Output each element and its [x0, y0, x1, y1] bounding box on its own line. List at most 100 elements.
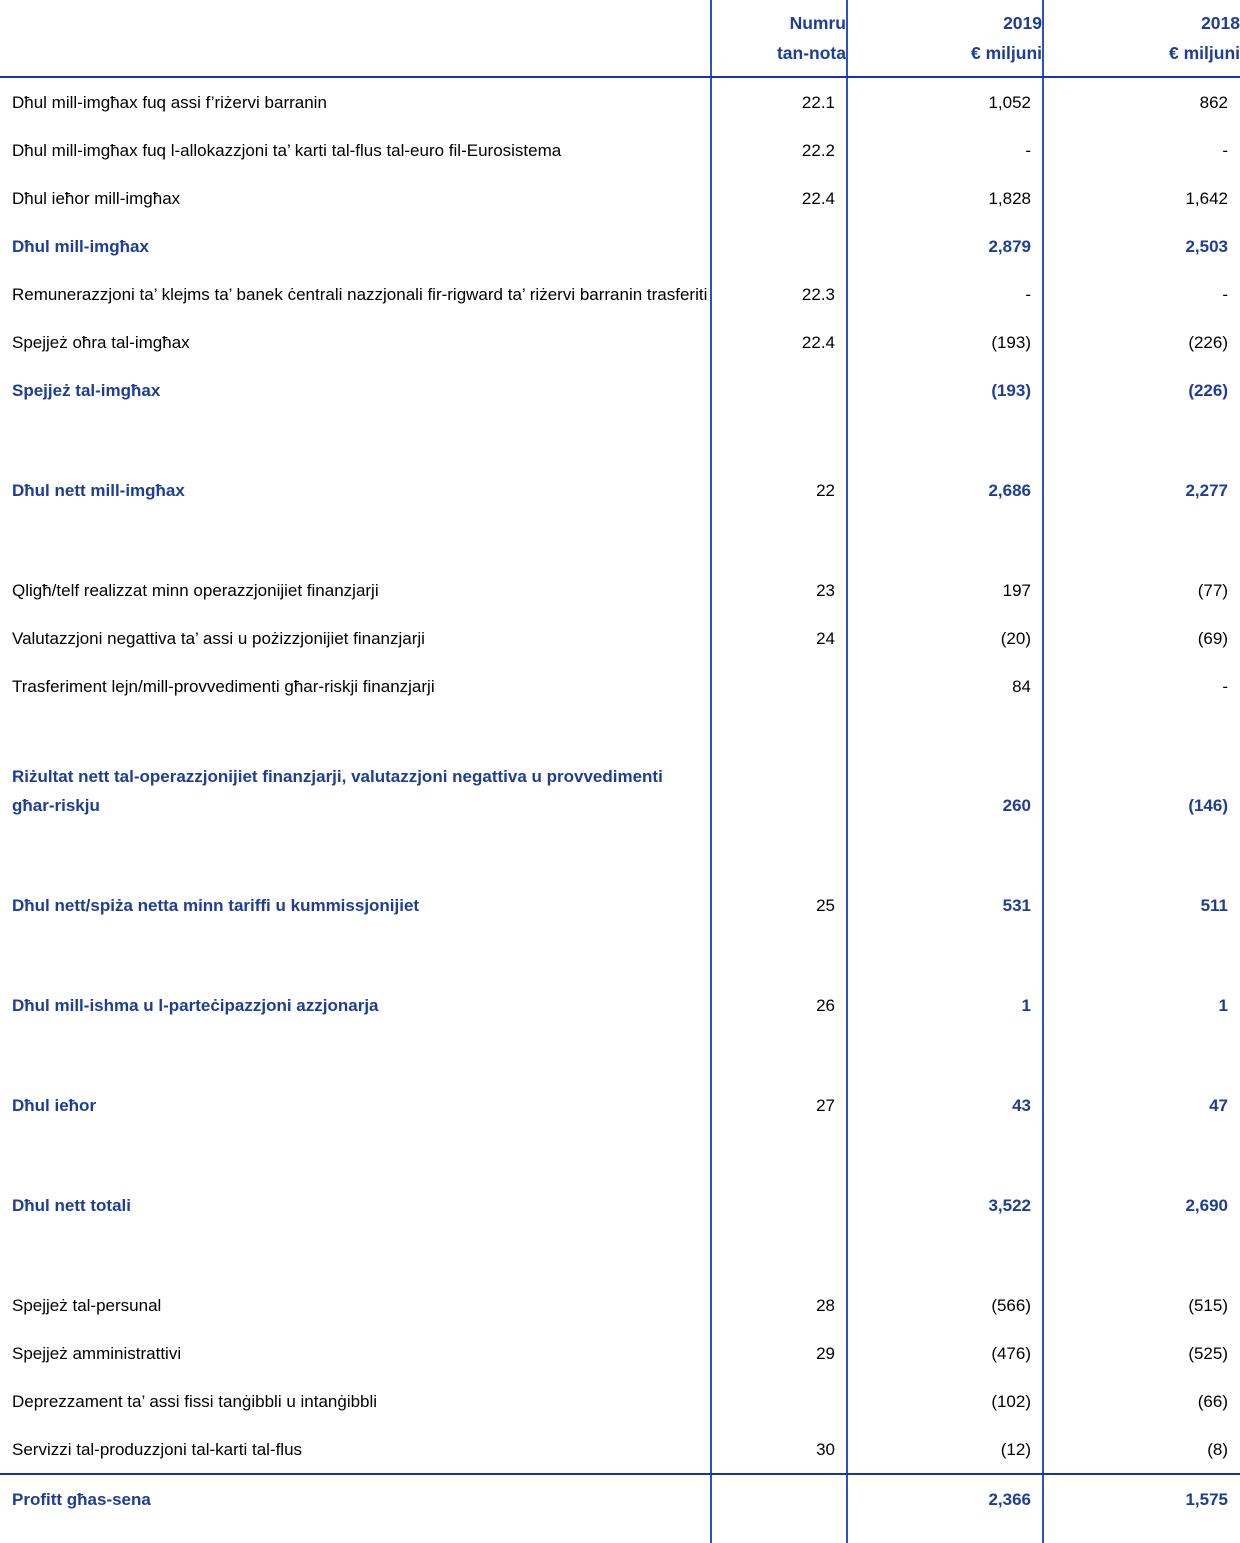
row-note: 26	[816, 996, 835, 1015]
row-label: Dħul mill-ishma u l-parteċipazzjoni azzj…	[12, 996, 379, 1015]
row-label: Spejjeż tal-imgħax	[12, 381, 161, 400]
row-value-2018: (525)	[1188, 1344, 1228, 1363]
row-value-2019: (20)	[1000, 629, 1031, 648]
table-row: Spejjeż tal-persunal 28 (566) (515)	[0, 1281, 1240, 1329]
row-value-2019: 531	[1002, 896, 1031, 915]
section-rule	[0, 1473, 1240, 1475]
blank-row	[0, 829, 1240, 881]
row-note: 22	[816, 481, 835, 500]
row-value-2018: 2,690	[1185, 1196, 1228, 1215]
row-note: 24	[816, 629, 835, 648]
row-value-2018: (226)	[1188, 381, 1228, 400]
table-row: Spejjeż oħra tal-imgħax 22.4 (193) (226)	[0, 318, 1240, 366]
row-value-2019: 1	[1021, 996, 1031, 1015]
row-note: 29	[816, 1344, 835, 1363]
table-row: Spejjeż amministrattivi 29 (476) (525)	[0, 1329, 1240, 1377]
row-label: Dħul mill-imgħax	[12, 237, 149, 256]
row-value-2018: 511	[1200, 896, 1228, 915]
header-2018-column: 2018 € miljuni	[1042, 8, 1240, 68]
row-label: Qligħ/telf realizzat minn operazzjonijie…	[12, 581, 379, 600]
header-note-column: Numru tan-nota	[710, 8, 846, 68]
row-value-2019: -	[1025, 141, 1031, 160]
row-value-2018: (8)	[1207, 1440, 1228, 1459]
header-2018-year: 2018	[1201, 13, 1240, 33]
header-note-line1: Numru	[789, 13, 846, 33]
row-value-2019: (12)	[1000, 1440, 1031, 1459]
row-value-2019: (566)	[991, 1296, 1031, 1315]
row-value-2019: (102)	[991, 1392, 1031, 1411]
row-note: 23	[816, 581, 835, 600]
header-2019-column: 2019 € miljuni	[846, 8, 1042, 68]
header-2018-unit: € miljuni	[1169, 43, 1240, 63]
row-label: Spejjeż tal-persunal	[12, 1296, 162, 1315]
row-value-2019: 2,879	[988, 237, 1031, 256]
table-row: Dħul mill-imgħax fuq l-allokazzjoni ta’ …	[0, 126, 1240, 174]
blank-row	[0, 414, 1240, 466]
table-row: Deprezzament ta’ assi fissi tanġibbli u …	[0, 1377, 1240, 1425]
row-value-2019: 197	[1002, 581, 1031, 600]
table-row: Dħul mill-imgħax fuq assi f’riżervi barr…	[0, 78, 1240, 126]
row-label: Dħul ieħor	[12, 1096, 97, 1115]
row-note: 28	[816, 1296, 835, 1315]
row-label: Dħul mill-imgħax fuq assi f’riżervi barr…	[12, 93, 327, 112]
row-value-2018: 862	[1199, 93, 1228, 112]
row-value-2018: 1,575	[1185, 1490, 1228, 1509]
row-value-2018: (515)	[1188, 1296, 1228, 1315]
row-value-2019: 43	[1012, 1096, 1031, 1115]
table-row: Valutazzjoni negattiva ta’ assi u pożizz…	[0, 614, 1240, 662]
blank-row	[0, 1029, 1240, 1081]
blank-row	[0, 1229, 1240, 1281]
table-row: Dħul nett mill-imgħax 22 2,686 2,277	[0, 466, 1240, 514]
row-value-2018: 2,277	[1185, 481, 1228, 500]
row-value-2018: 47	[1209, 1096, 1228, 1115]
row-value-2019: 1,828	[988, 189, 1031, 208]
blank-row	[0, 514, 1240, 566]
row-value-2018: 2,503	[1185, 237, 1228, 256]
table-row: Trasferiment lejn/mill-provvedimenti għa…	[0, 662, 1240, 710]
row-label: Dħul nett/spiża netta minn tariffi u kum…	[12, 896, 420, 915]
row-note: 25	[816, 896, 835, 915]
blank-row	[0, 1129, 1240, 1181]
row-value-2018: (146)	[1188, 796, 1228, 815]
blank-row	[0, 929, 1240, 981]
table-row: Spejjeż tal-imgħax (193) (226)	[0, 366, 1240, 414]
column-divider-note	[710, 0, 712, 1543]
row-value-2018: (66)	[1197, 1392, 1228, 1411]
row-value-2019: 84	[1012, 677, 1031, 696]
table-row: Servizzi tal-produzzjoni tal-karti tal-f…	[0, 1425, 1240, 1473]
row-value-2019: 3,522	[988, 1196, 1031, 1215]
row-value-2018: -	[1222, 285, 1228, 304]
row-value-2019: (193)	[991, 333, 1031, 352]
row-note: 22.4	[801, 189, 835, 208]
header-note-line2: tan-nota	[776, 43, 846, 63]
row-note: 22.1	[801, 93, 835, 112]
row-note: 27	[816, 1096, 835, 1115]
table-row: Dħul ieħor 27 43 47	[0, 1081, 1240, 1129]
row-value-2019: 1,052	[988, 93, 1031, 112]
row-value-2018: (77)	[1197, 581, 1228, 600]
blank-row	[0, 710, 1240, 762]
row-label: Dħul mill-imgħax fuq l-allokazzjoni ta’ …	[12, 141, 562, 160]
row-label: Deprezzament ta’ assi fissi tanġibbli u …	[12, 1392, 378, 1411]
header-2019-unit: € miljuni	[971, 43, 1042, 63]
row-note: 22.4	[801, 333, 835, 352]
row-label: Dħul nett mill-imgħax	[12, 481, 185, 500]
row-label: Servizzi tal-produzzjoni tal-karti tal-f…	[12, 1440, 303, 1459]
table-row: Dħul ieħor mill-imgħax 22.4 1,828 1,642	[0, 174, 1240, 222]
row-value-2018: 1	[1218, 996, 1228, 1015]
row-value-2018: -	[1222, 141, 1228, 160]
table-row: Riżultat nett tal-operazzjonijiet finanz…	[0, 762, 1240, 829]
row-value-2018: (69)	[1197, 629, 1228, 648]
row-label: Valutazzjoni negattiva ta’ assi u pożizz…	[12, 629, 425, 648]
column-divider-2018	[1042, 0, 1044, 1543]
row-label: Dħul nett totali	[12, 1196, 131, 1215]
row-label: Riżultat nett tal-operazzjonijiet finanz…	[12, 767, 663, 815]
row-label: Spejjeż oħra tal-imgħax	[12, 333, 190, 352]
row-value-2019: (476)	[991, 1344, 1031, 1363]
table-row: Dħul nett totali 3,522 2,690	[0, 1181, 1240, 1229]
row-value-2019: 2,366	[988, 1490, 1031, 1509]
table-row: Dħul mill-ishma u l-parteċipazzjoni azzj…	[0, 981, 1240, 1029]
row-value-2019: (193)	[991, 381, 1031, 400]
table-row: Dħul mill-imgħax 2,879 2,503	[0, 222, 1240, 270]
